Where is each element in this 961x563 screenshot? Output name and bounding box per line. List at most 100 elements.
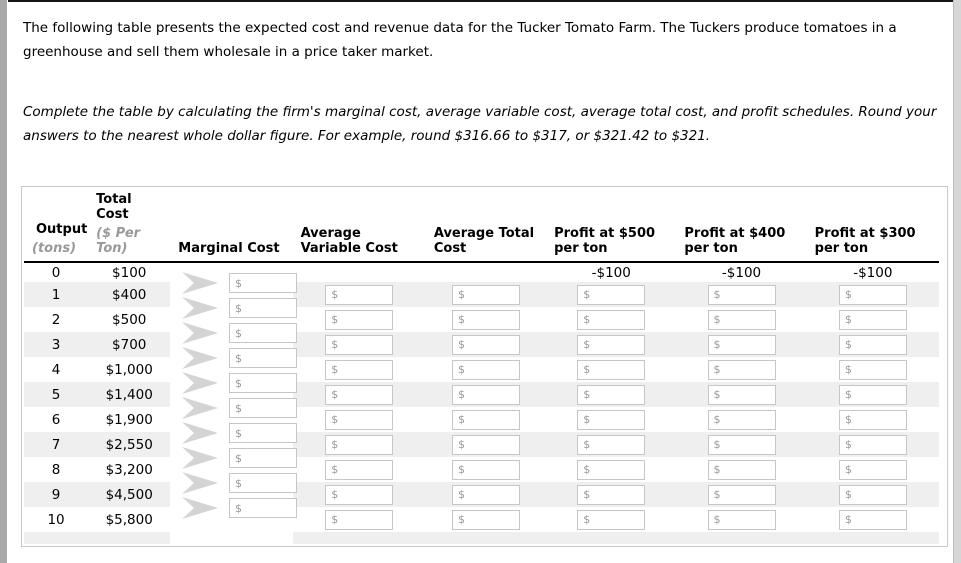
p400-input-row-2[interactable] [707,309,776,330]
p400-input-row-6[interactable] [707,409,776,430]
p500-input-row-6[interactable] [577,409,646,430]
p500-input-row-8[interactable] [577,459,646,480]
profit-300-cell [807,407,939,432]
atc-input-row-7[interactable] [451,434,520,455]
marginal-cost-input-row-10[interactable] [229,498,297,518]
marginal-cost-entry [172,372,297,394]
profit-400-cell [676,382,807,407]
avc-input-row-8[interactable] [325,459,394,480]
marginal-cost-arrow-icon [182,497,218,519]
p300-input-row-4[interactable] [838,359,907,380]
avg-variable-cost-cell [292,482,426,507]
output-cell: 7 [24,432,89,457]
p500-input-row-5[interactable] [577,384,646,405]
total-cost-cell: $500 [112,311,147,328]
header-profit-500: Profit at $500 per ton [546,187,677,263]
marginal-cost-input-row-3[interactable] [229,323,297,343]
profit-value: -$100 [853,264,893,281]
cost-table: Output (tons) Total Cost ($ Per Ton) Mar… [24,187,939,544]
marginal-cost-arrow-icon [182,372,218,394]
marginal-cost-input-row-7[interactable] [229,423,297,443]
avg-variable-cost-cell [293,507,426,532]
p500-input-row-1[interactable] [577,284,646,305]
output-cell: 5 [24,382,89,407]
p300-input-row-8[interactable] [838,459,907,480]
profit-500-cell [546,532,677,544]
p500-input-row-4[interactable] [577,359,646,380]
p300-input-row-2[interactable] [838,309,907,330]
p500-input-row-7[interactable] [577,434,646,455]
marginal-cost-input-row-5[interactable] [229,373,297,393]
avc-input-row-5[interactable] [325,384,394,405]
avc-input-row-6[interactable] [325,409,394,430]
p300-input-row-3[interactable] [838,334,907,355]
marginal-cost-input-row-2[interactable] [229,298,297,318]
marginal-cost-arrow-icon [182,447,218,469]
p300-input-row-7[interactable] [838,434,907,455]
p400-input-row-7[interactable] [707,434,776,455]
marginal-cost-input-row-4[interactable] [229,348,297,368]
marginal-cost-input-row-8[interactable] [229,448,297,468]
marginal-cost-input-row-9[interactable] [229,473,297,493]
avc-input-row-9[interactable] [325,484,394,505]
atc-input-row-4[interactable] [451,359,520,380]
atc-input-row-10[interactable] [451,509,520,530]
p500-input-row-10[interactable] [577,509,646,530]
output-cell: 2 [51,311,61,328]
atc-input-row-9[interactable] [451,484,520,505]
output-cell: 0 [51,264,61,281]
avg-total-cost-cell [425,282,547,307]
profit-400-cell [676,407,806,432]
avc-input-row-3[interactable] [325,334,394,355]
p500-input-row-3[interactable] [577,334,646,355]
avc-input-row-1[interactable] [325,284,394,305]
p400-input-row-1[interactable] [707,284,776,305]
p300-input-row-5[interactable] [838,384,907,405]
table-row: 4 $1,000 [24,357,939,382]
p400-input-row-10[interactable] [707,509,776,530]
p300-input-row-6[interactable] [838,409,907,430]
marginal-cost-entry [172,497,297,519]
atc-input-row-6[interactable] [451,409,520,430]
atc-input-row-1[interactable] [451,284,520,305]
marginal-cost-input-row-6[interactable] [229,398,297,418]
p400-input-row-9[interactable] [707,484,776,505]
cost-table-panel: Output (tons) Total Cost ($ Per Ton) Mar… [21,186,948,547]
profit-300-cell [806,532,939,544]
table-row: 7 $2,550 [24,432,939,457]
avc-input-row-7[interactable] [325,434,394,455]
marginal-cost-arrow-icon [182,347,218,369]
atc-input-row-5[interactable] [451,384,520,405]
p500-input-row-2[interactable] [577,309,646,330]
p400-input-row-8[interactable] [707,459,776,480]
header-avg-variable-cost: Average Variable Cost [292,187,426,263]
profit-500-cell [546,407,676,432]
profit-400-cell [676,482,807,507]
output-cell: 10 [47,511,65,528]
profit-500-cell [546,432,677,457]
avc-input-row-2[interactable] [325,309,394,330]
scrollbar-track[interactable] [953,0,961,563]
p400-input-row-5[interactable] [707,384,776,405]
avc-input-row-10[interactable] [325,509,394,530]
marginal-cost-entry [172,422,297,444]
avc-input-row-4[interactable] [325,359,394,380]
marginal-cost-entry [172,472,297,494]
p300-input-row-10[interactable] [838,509,907,530]
marginal-cost-input-row-1[interactable] [229,273,297,293]
avg-total-cost-cell [426,507,546,532]
atc-input-row-8[interactable] [451,459,520,480]
p500-input-row-9[interactable] [577,484,646,505]
p400-input-row-4[interactable] [707,359,776,380]
profit-400-cell [676,532,807,544]
profit-500-cell [546,307,676,332]
atc-input-row-3[interactable] [451,334,520,355]
profit-500-cell [546,332,677,357]
avg-total-cost-cell [426,307,546,332]
atc-input-row-2[interactable] [451,309,520,330]
header-profit-400: Profit at $400 per ton [676,187,807,263]
profit-300-cell [806,382,939,407]
p300-input-row-9[interactable] [838,484,907,505]
p400-input-row-3[interactable] [707,334,776,355]
p300-input-row-1[interactable] [838,284,907,305]
